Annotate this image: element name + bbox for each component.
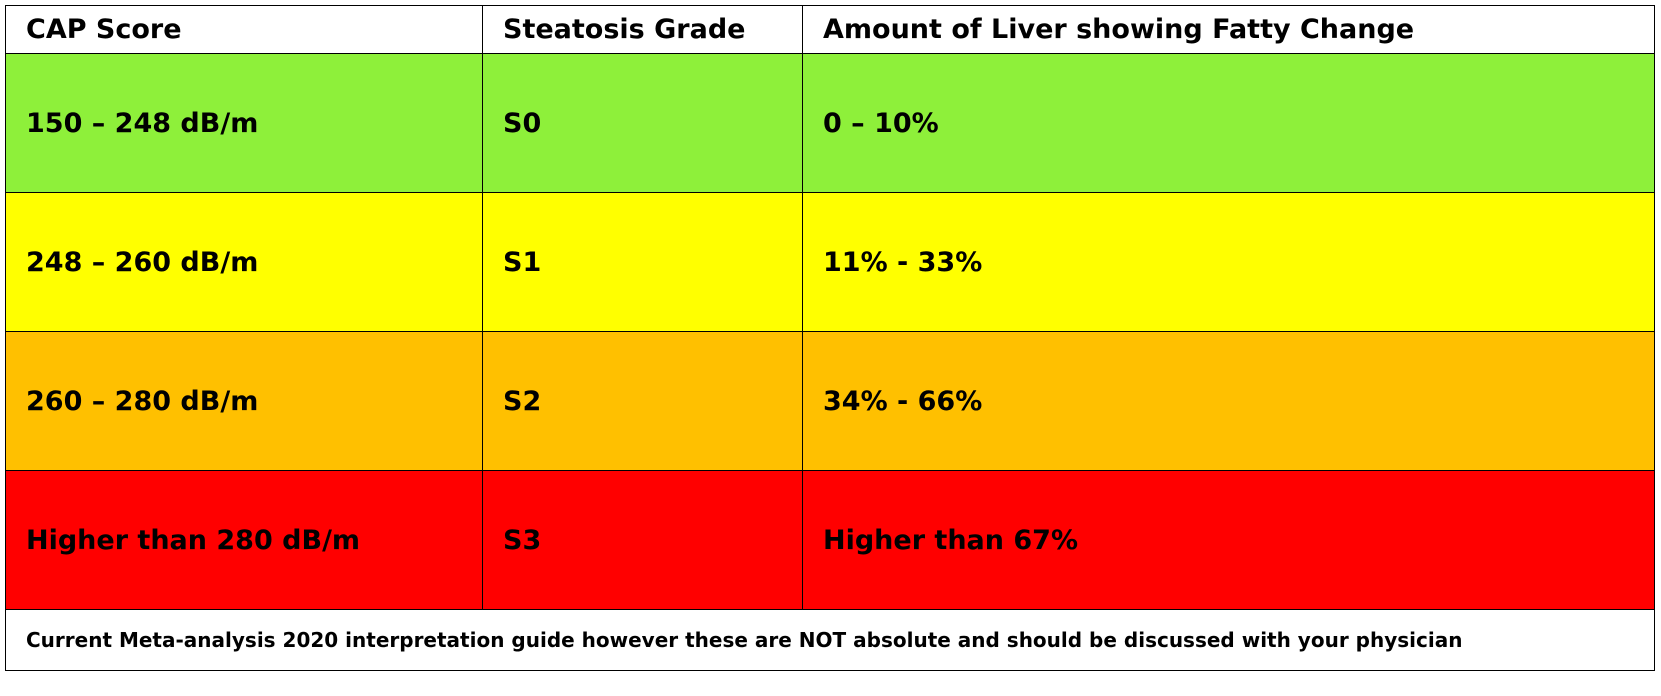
- footnote-text: Current Meta-analysis 2020 interpretatio…: [5, 609, 1655, 671]
- header-cap-score: CAP Score: [5, 5, 483, 54]
- cap-score-cell: Higher than 280 dB/m: [5, 470, 483, 610]
- table-row-s1: 248 – 260 dB/m S1 11% - 33%: [5, 192, 1655, 332]
- table-header-row: CAP Score Steatosis Grade Amount of Live…: [5, 5, 1655, 54]
- fatty-change-cell: 11% - 33%: [802, 192, 1655, 332]
- header-steatosis-grade: Steatosis Grade: [482, 5, 803, 54]
- cap-score-table: CAP Score Steatosis Grade Amount of Live…: [5, 5, 1655, 671]
- table-row-s3: Higher than 280 dB/m S3 Higher than 67%: [5, 470, 1655, 610]
- cap-score-cell: 150 – 248 dB/m: [5, 53, 483, 193]
- table-row-s2: 260 – 280 dB/m S2 34% - 66%: [5, 331, 1655, 471]
- table-row-s0: 150 – 248 dB/m S0 0 – 10%: [5, 53, 1655, 193]
- steatosis-grade-cell: S0: [482, 53, 803, 193]
- table-footnote-row: Current Meta-analysis 2020 interpretatio…: [5, 609, 1655, 671]
- cap-score-cell: 260 – 280 dB/m: [5, 331, 483, 471]
- steatosis-grade-cell: S2: [482, 331, 803, 471]
- fatty-change-cell: 0 – 10%: [802, 53, 1655, 193]
- fatty-change-cell: 34% - 66%: [802, 331, 1655, 471]
- cap-score-cell: 248 – 260 dB/m: [5, 192, 483, 332]
- header-amount-fatty-change: Amount of Liver showing Fatty Change: [802, 5, 1655, 54]
- fatty-change-cell: Higher than 67%: [802, 470, 1655, 610]
- steatosis-grade-cell: S1: [482, 192, 803, 332]
- steatosis-grade-cell: S3: [482, 470, 803, 610]
